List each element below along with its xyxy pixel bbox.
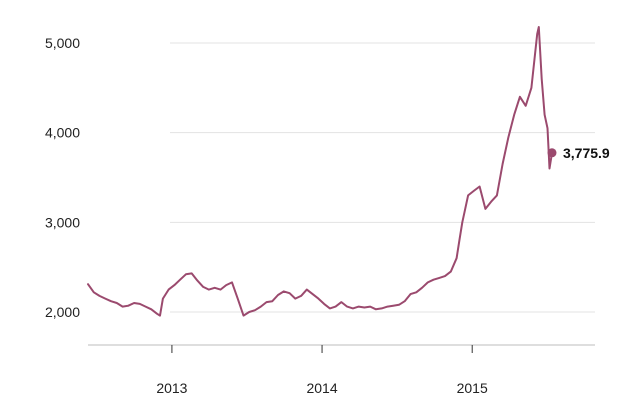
gridlines [170, 42, 595, 313]
x-axis: 2013 2014 2015 [88, 344, 595, 396]
series-layer [87, 26, 557, 317]
x-tick-label: 2014 [306, 380, 337, 396]
y-tick-label: 2,000 [45, 304, 80, 320]
last-value-dot [547, 148, 557, 158]
y-axis-labels: 2,000 3,000 4,000 5,000 [45, 35, 80, 320]
y-tick-label: 4,000 [45, 125, 80, 141]
y-tick-label: 5,000 [45, 35, 80, 51]
x-tick-label: 2013 [156, 380, 187, 396]
annotations: 3,775.9 [563, 145, 610, 161]
x-tick-label: 2015 [457, 380, 488, 396]
y-tick-label: 3,000 [45, 214, 80, 230]
last-value-label: 3,775.9 [563, 145, 610, 161]
index-series-line [87, 26, 553, 317]
